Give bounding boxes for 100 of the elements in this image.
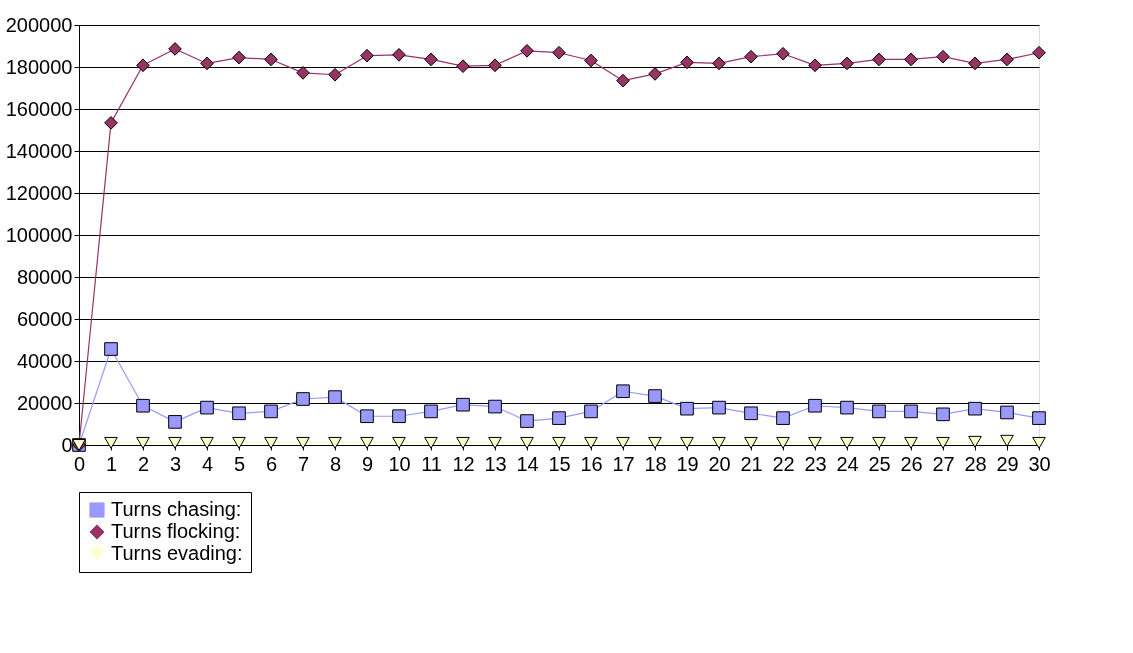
x-tick-label: 11: [421, 452, 442, 475]
point: [456, 397, 470, 412]
x-tick-label: 3: [169, 452, 182, 475]
point: [680, 401, 694, 416]
point: [1000, 52, 1014, 67]
x-tick-label: 13: [484, 452, 507, 475]
point: [104, 436, 118, 449]
point: [296, 436, 310, 449]
point: [968, 435, 982, 448]
x-tick-label: 5: [233, 452, 246, 475]
point: [968, 401, 982, 416]
point: [808, 436, 822, 449]
point: [136, 58, 150, 73]
point: [136, 436, 150, 449]
point: [360, 48, 374, 63]
point: [840, 436, 854, 449]
point: [200, 436, 214, 449]
y-tick-label: 80000: [16, 265, 73, 288]
point: [744, 49, 758, 64]
point: [904, 52, 918, 67]
point: [360, 436, 374, 449]
point: [200, 56, 214, 71]
point: [712, 436, 726, 449]
point: [488, 399, 502, 414]
x-tick-label: 17: [612, 452, 635, 475]
point: [968, 56, 982, 71]
point: [584, 53, 598, 68]
y-tick-label: 120000: [5, 181, 73, 204]
point: [872, 52, 886, 67]
x-tick-label: 28: [964, 452, 987, 475]
point: [840, 400, 854, 415]
point: [328, 436, 342, 449]
point: [424, 404, 438, 419]
y-tick-label: 40000: [16, 349, 73, 372]
x-tick-label: 18: [644, 452, 667, 475]
y-tick-label: 100000: [5, 223, 73, 246]
point: [552, 45, 566, 60]
x-tick-label: 4: [201, 452, 214, 475]
x-tick-label: 25: [868, 452, 891, 475]
point: [424, 436, 438, 449]
point: [456, 436, 470, 449]
point: [616, 384, 630, 399]
point: [1032, 436, 1046, 449]
point: [552, 436, 566, 449]
x-tick-label: 6: [265, 452, 278, 475]
point: [552, 411, 566, 425]
point: [1032, 411, 1046, 425]
x-tick-label: 10: [388, 452, 411, 475]
point: [104, 342, 118, 356]
point: [1000, 405, 1014, 420]
point: [712, 56, 726, 71]
x-tick-label: 12: [452, 452, 475, 475]
point: [776, 46, 790, 61]
point: [872, 436, 886, 449]
point: [264, 404, 278, 419]
point: [168, 436, 182, 449]
point: [264, 52, 278, 67]
point: [264, 436, 278, 449]
point: [584, 404, 598, 419]
point: [808, 398, 822, 413]
point: [936, 407, 950, 422]
point: [168, 42, 182, 56]
point: [520, 436, 534, 449]
legend-label: Turns flocking:: [111, 520, 241, 542]
x-tick-label: 16: [580, 452, 603, 475]
point: [680, 436, 694, 449]
point: [616, 436, 630, 449]
x-tick-label: 14: [516, 452, 539, 475]
point: [872, 404, 886, 419]
y-tick-label: 180000: [5, 55, 73, 78]
x-tick-label: 8: [329, 452, 342, 475]
y-tick-label: 60000: [16, 307, 73, 330]
point: [136, 398, 150, 413]
y-tick-label: 200000: [5, 13, 73, 36]
point: [904, 436, 918, 449]
point: [776, 436, 790, 449]
point: [328, 390, 342, 404]
x-tick-label: 29: [996, 452, 1019, 475]
point: [232, 436, 246, 449]
x-tick-label: 1: [105, 452, 118, 475]
x-tick-label: 26: [900, 452, 923, 475]
point: [360, 409, 374, 424]
point: [712, 400, 726, 415]
point: [392, 436, 406, 449]
y-tick-label: 140000: [5, 139, 73, 162]
legend-label: Turns evading:: [111, 542, 243, 564]
point: [1000, 434, 1014, 447]
point: [648, 436, 662, 449]
point: [648, 389, 662, 403]
point: [488, 58, 502, 73]
point: [1032, 45, 1046, 60]
point: [520, 44, 534, 58]
y-tick-label: 160000: [5, 97, 73, 120]
point: [808, 58, 822, 73]
point: [296, 66, 310, 80]
point: [744, 436, 758, 449]
y-tick-label: 20000: [16, 391, 73, 414]
x-tick-label: 19: [676, 452, 699, 475]
point: [840, 56, 854, 71]
point: [648, 67, 662, 81]
